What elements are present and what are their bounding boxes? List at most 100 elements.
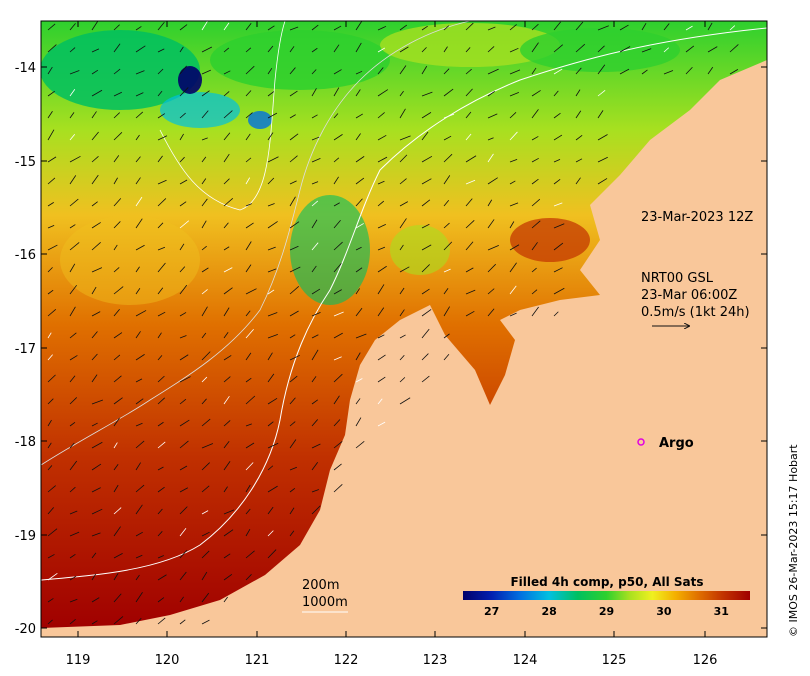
current-vector bbox=[707, 46, 718, 53]
current-vector bbox=[47, 244, 58, 251]
current-vector bbox=[487, 308, 495, 317]
current-vector bbox=[377, 89, 389, 97]
current-vector bbox=[729, 69, 739, 75]
current-vector bbox=[267, 352, 273, 361]
current-vector bbox=[355, 198, 363, 207]
current-vector bbox=[421, 47, 427, 53]
lat-tick-label: -19 bbox=[15, 529, 36, 544]
current-vector bbox=[377, 67, 384, 75]
current-vector bbox=[289, 375, 298, 383]
current-vector bbox=[355, 352, 361, 361]
current-vector bbox=[135, 45, 146, 53]
lon-tick-label: 119 bbox=[66, 653, 91, 668]
current-vector bbox=[553, 90, 559, 97]
current-vector bbox=[333, 395, 340, 405]
current-vector bbox=[289, 245, 299, 251]
current-vector bbox=[91, 111, 97, 119]
current-vector bbox=[179, 112, 186, 119]
current-vector bbox=[135, 378, 143, 383]
lon-tick-label: 121 bbox=[245, 653, 270, 668]
current-vector bbox=[223, 267, 233, 273]
current-vector bbox=[69, 554, 76, 559]
current-vector bbox=[597, 89, 606, 97]
current-vector bbox=[201, 351, 211, 361]
current-vector bbox=[157, 90, 163, 97]
current-vector bbox=[179, 266, 186, 273]
current-vector bbox=[157, 466, 164, 471]
current-vector bbox=[223, 461, 231, 471]
lat-tick-label: -20 bbox=[15, 622, 36, 637]
current-vector bbox=[135, 398, 144, 405]
current-vector bbox=[509, 24, 517, 31]
current-vector bbox=[223, 47, 230, 53]
current-vector bbox=[443, 88, 454, 97]
current-vector bbox=[179, 419, 190, 427]
current-vector bbox=[509, 180, 516, 185]
plot-frame bbox=[40, 20, 768, 638]
current-vector bbox=[179, 243, 185, 251]
current-vector bbox=[113, 309, 120, 317]
current-vector bbox=[289, 180, 297, 185]
current-vector bbox=[223, 395, 230, 405]
current-vector bbox=[157, 311, 166, 317]
current-vector bbox=[399, 108, 406, 119]
lon-tick-label: 126 bbox=[693, 653, 718, 668]
current-vector bbox=[465, 220, 475, 229]
current-vector bbox=[201, 90, 210, 97]
current-vector bbox=[443, 306, 450, 317]
current-vector bbox=[245, 484, 251, 493]
current-vector bbox=[443, 175, 451, 185]
current-vector bbox=[267, 91, 275, 97]
current-vector bbox=[553, 44, 564, 53]
current-vector bbox=[333, 373, 343, 383]
current-vector bbox=[487, 90, 495, 97]
current-vector bbox=[157, 135, 168, 141]
current-vector bbox=[465, 179, 476, 185]
current-vector bbox=[47, 572, 58, 581]
current-vector bbox=[509, 221, 515, 229]
current-vector bbox=[157, 397, 166, 405]
current-vector bbox=[223, 420, 231, 427]
lat-tick-label: -14 bbox=[15, 61, 36, 76]
current-vector bbox=[487, 263, 497, 273]
current-vector bbox=[597, 64, 606, 75]
current-vector bbox=[179, 284, 188, 295]
current-vector bbox=[223, 307, 230, 317]
current-vector bbox=[91, 156, 99, 163]
current-vector bbox=[201, 592, 210, 603]
current-vector bbox=[333, 134, 343, 141]
current-vector bbox=[311, 312, 321, 317]
current-vector bbox=[531, 306, 539, 317]
current-vector bbox=[113, 397, 123, 405]
current-vector bbox=[443, 333, 450, 339]
current-vector bbox=[47, 202, 54, 207]
current-vector bbox=[113, 484, 119, 493]
current-vector bbox=[91, 89, 103, 97]
current-vector bbox=[267, 421, 274, 427]
current-vector bbox=[443, 199, 450, 207]
current-vector bbox=[223, 574, 233, 581]
current-vector bbox=[223, 355, 232, 361]
colorbar: Filled 4h comp, p50, All Sats 27 28 29 30 31 bbox=[463, 575, 750, 618]
current-vector bbox=[399, 178, 407, 185]
current-vector bbox=[487, 113, 498, 119]
current-vector bbox=[311, 114, 318, 119]
current-vector bbox=[531, 242, 538, 251]
current-vector bbox=[179, 376, 191, 383]
current-vector bbox=[47, 177, 56, 185]
current-vector bbox=[377, 156, 388, 163]
current-vector bbox=[289, 26, 299, 31]
current-vector bbox=[377, 112, 385, 119]
current-vector bbox=[311, 88, 317, 97]
current-vector bbox=[91, 374, 98, 383]
current-vector bbox=[443, 68, 450, 75]
contour-200m bbox=[41, 27, 767, 581]
current-vector bbox=[355, 42, 362, 53]
current-vector bbox=[267, 465, 274, 471]
current-vector bbox=[157, 555, 164, 559]
current-vector bbox=[179, 220, 190, 229]
current-vector bbox=[333, 463, 342, 471]
current-vector bbox=[399, 135, 411, 141]
current-vector bbox=[223, 332, 229, 339]
current-vector bbox=[399, 201, 409, 207]
